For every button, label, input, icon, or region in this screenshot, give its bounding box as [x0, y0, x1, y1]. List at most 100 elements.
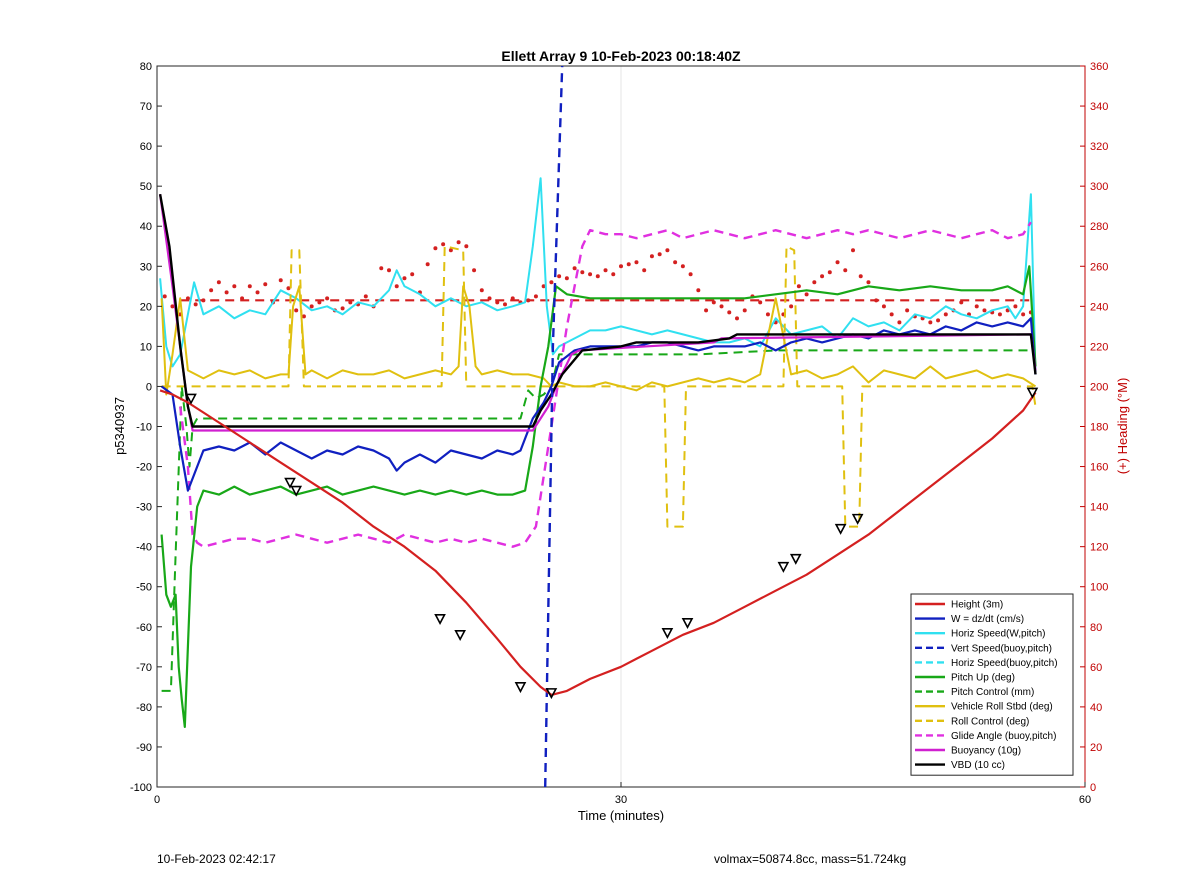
triangle-marker	[834, 523, 847, 535]
heading-point	[325, 296, 330, 301]
heading-point	[487, 296, 492, 301]
series-line-height-3m	[159, 389, 1037, 697]
heading-point	[201, 298, 206, 303]
legend-label: W = dz/dt (cm/s)	[951, 614, 1024, 625]
series-line-vbd-10-cc	[158, 193, 1037, 428]
y2-tick-label: 100	[1090, 582, 1108, 594]
series-line-horiz-speed-w-pitch	[159, 177, 1037, 375]
y2-tick-label: 140	[1090, 502, 1108, 514]
legend-box	[910, 593, 1074, 776]
heading-point	[1013, 304, 1018, 309]
heading-point	[580, 270, 585, 275]
heading-point	[657, 252, 662, 257]
heading-point	[503, 302, 507, 307]
legend-label: Horiz Speed(W,pitch)	[951, 629, 1045, 640]
axes: -100-90-80-70-60-50-40-30-20-10010203040…	[130, 61, 1108, 806]
heading-point	[905, 308, 910, 313]
legend-label: Height (3m)	[951, 600, 1003, 611]
heading-point	[874, 298, 879, 303]
y2-tick-label: 340	[1090, 101, 1108, 113]
heading-point	[974, 304, 979, 309]
y2-tick-label: 200	[1090, 381, 1108, 393]
legend: Height (3m) W = dz/dt (cm/s) Horiz Speed(W…	[910, 593, 1074, 776]
y-tick-label: 20	[140, 301, 152, 313]
y2-tick-label: 260	[1090, 261, 1108, 273]
legend-label: Glide Angle (buoy,pitch)	[951, 731, 1056, 742]
heading-point	[402, 276, 407, 281]
heading-point	[456, 240, 461, 245]
heading-point	[209, 288, 214, 293]
series-line-vert-speed-buoy-pitch	[544, 65, 564, 788]
heading-point	[936, 318, 941, 323]
legend-label: Vehicle Roll Stbd (deg)	[951, 702, 1053, 713]
heading-point	[216, 280, 221, 285]
heading-point	[557, 274, 562, 279]
heading-point	[611, 272, 616, 277]
heading-point	[425, 262, 430, 267]
heading-point	[928, 320, 933, 325]
triangle-marker	[290, 485, 303, 497]
heading-point	[340, 306, 345, 311]
heading-point	[379, 266, 384, 271]
heading-point	[943, 312, 948, 317]
triangle-marker	[1026, 387, 1039, 399]
legend-label: VBD (10 cc)	[951, 760, 1005, 771]
heading-point	[441, 242, 446, 247]
heading-point	[997, 312, 1002, 317]
chart-title: Ellett Array 9 10-Feb-2023 00:18:40Z	[501, 48, 741, 64]
series-line-pitch-up-deg	[160, 265, 1037, 729]
heading-point	[711, 300, 716, 305]
heading-point	[727, 310, 732, 315]
heading-point	[394, 284, 399, 289]
y2-tick-label: 160	[1090, 462, 1108, 474]
y2-tick-label: 120	[1090, 542, 1108, 554]
heading-point	[170, 304, 175, 309]
x-axis-label: Time (minutes)	[578, 808, 664, 823]
y2-tick-label: 180	[1090, 422, 1108, 434]
triangle-marker	[284, 477, 296, 489]
heading-point	[982, 308, 987, 313]
y-tick-label: -60	[136, 622, 152, 634]
heading-point	[719, 304, 724, 309]
heading-point	[185, 296, 190, 301]
heading-point	[572, 266, 577, 271]
heading-point	[804, 292, 809, 297]
heading-point	[835, 260, 840, 265]
heading-point	[294, 308, 299, 313]
y2-tick-label: 60	[1090, 662, 1102, 674]
series-line-buoyancy-10g	[159, 194, 1037, 432]
triangle-marker	[777, 561, 790, 573]
triangle-marker	[454, 629, 466, 641]
heading-point	[363, 294, 368, 299]
y2-tick-label: 320	[1090, 141, 1108, 153]
heading-point	[959, 300, 964, 305]
y-tick-label: -70	[136, 662, 152, 674]
heading-point	[796, 284, 801, 289]
data-layer	[158, 65, 1039, 788]
y-axis-label: p5340937	[112, 397, 127, 455]
y-tick-label: 30	[140, 261, 152, 273]
y-tick-label: 40	[140, 221, 152, 233]
heading-point	[626, 262, 631, 267]
heading-point	[881, 304, 886, 309]
x-tick-label: 30	[615, 794, 627, 806]
y-tick-label: -20	[136, 462, 152, 474]
heading-point	[433, 246, 438, 251]
y2-tick-label: 240	[1090, 301, 1108, 313]
y2-tick-label: 300	[1090, 181, 1108, 193]
y-tick-label: -100	[130, 782, 152, 794]
heading-point	[162, 294, 167, 299]
heading-point	[673, 260, 678, 265]
heading-point	[472, 268, 477, 273]
heading-point	[758, 300, 763, 305]
heading-point	[549, 280, 554, 285]
heading-point	[263, 282, 268, 287]
heading-point	[851, 248, 855, 253]
heading-point	[495, 300, 500, 305]
heading-point	[564, 276, 569, 281]
heading-point	[688, 272, 693, 277]
legend-label: Pitch Up (deg)	[951, 673, 1015, 684]
heading-point	[680, 264, 685, 269]
heading-point	[820, 274, 825, 279]
